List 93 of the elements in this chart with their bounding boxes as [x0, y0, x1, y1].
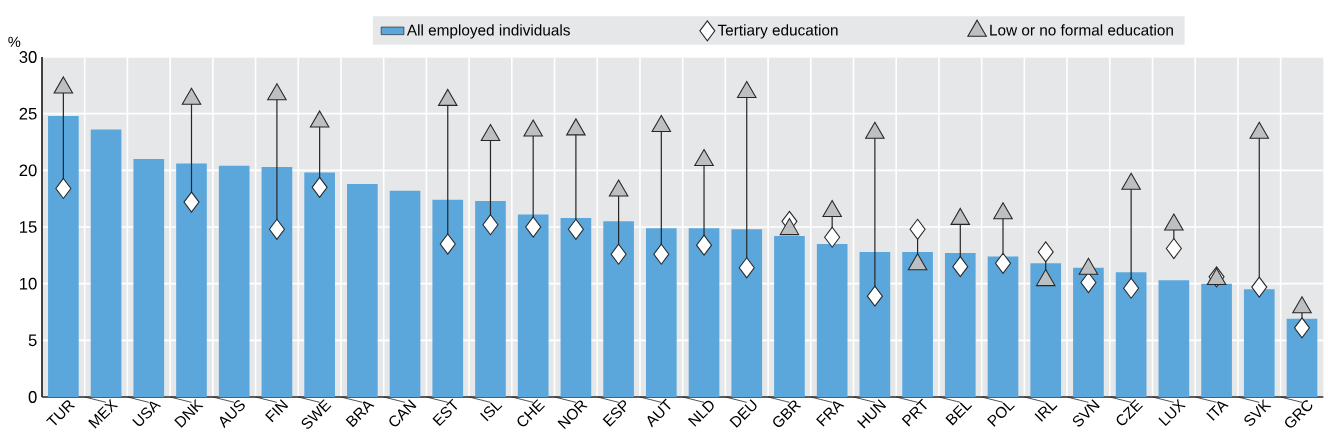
point	[566, 118, 586, 136]
point	[952, 256, 969, 278]
y-tick-label: 15	[20, 221, 37, 233]
bar	[774, 236, 805, 397]
point	[1165, 237, 1182, 260]
bar	[90, 129, 122, 397]
y-tick-label: 5	[28, 334, 37, 347]
point	[822, 199, 842, 218]
bar	[218, 165, 250, 397]
point	[824, 226, 841, 248]
bar	[1073, 267, 1104, 397]
bar	[1286, 318, 1318, 397]
y-tick-label: 20	[19, 164, 37, 177]
point	[1080, 272, 1097, 294]
x-tick-label: ISL	[480, 402, 503, 422]
x-tick-label: TUR	[46, 400, 76, 426]
bar	[133, 159, 165, 397]
bar	[731, 229, 763, 397]
point	[865, 121, 885, 139]
bar	[347, 183, 378, 397]
bar	[859, 251, 891, 397]
bar	[261, 166, 293, 397]
point	[183, 191, 200, 213]
point	[53, 76, 74, 94]
bar	[1115, 272, 1147, 397]
point	[55, 177, 72, 200]
y-axis-title: %	[8, 36, 21, 47]
point	[1164, 213, 1184, 231]
point	[1249, 121, 1270, 139]
bar	[944, 253, 976, 397]
x-tick-label: IRL	[1034, 402, 1058, 422]
point	[267, 83, 287, 101]
point	[1123, 277, 1140, 299]
point	[480, 124, 501, 142]
legend-label: All employed individuals	[406, 24, 570, 39]
point	[608, 179, 629, 197]
point	[1121, 172, 1141, 190]
bar	[987, 256, 1019, 397]
bar	[517, 214, 549, 397]
legend-label: Low or no formal education	[990, 24, 1173, 36]
legend-label: Tertiary education	[717, 24, 838, 39]
bar	[645, 228, 677, 397]
point	[1037, 241, 1054, 263]
point	[695, 234, 713, 256]
point	[268, 218, 285, 240]
bar	[688, 228, 720, 397]
y-tick-label: 25	[19, 107, 37, 120]
bar	[475, 200, 506, 397]
point	[482, 214, 499, 236]
point	[525, 216, 542, 238]
point	[523, 119, 543, 137]
point	[866, 285, 883, 307]
point	[311, 176, 328, 198]
x-tick-label: POL	[987, 402, 1015, 427]
bar	[389, 190, 421, 397]
x-tick-label: FIN	[265, 399, 289, 423]
point	[994, 252, 1012, 274]
bar	[432, 199, 464, 397]
bar	[603, 221, 634, 397]
bar	[816, 244, 848, 397]
point	[779, 218, 800, 236]
bar	[1243, 289, 1275, 397]
x-tick-label: ITA	[1206, 401, 1229, 421]
bar	[560, 217, 592, 397]
point	[694, 148, 714, 167]
bar	[1201, 283, 1232, 397]
point	[736, 80, 757, 99]
bar	[1158, 280, 1190, 397]
x-tick-label: BEL	[945, 402, 973, 426]
bar	[902, 251, 933, 397]
y-tick-label: 0	[28, 391, 37, 403]
point	[651, 114, 672, 133]
y-tick-label: 10	[20, 277, 37, 290]
x-tick-label: FRA	[816, 401, 845, 427]
point	[653, 243, 670, 265]
point	[309, 110, 330, 128]
y-tick-label: 30	[19, 51, 37, 63]
point	[909, 218, 926, 240]
bar	[304, 172, 335, 397]
point	[437, 88, 458, 106]
point	[1251, 276, 1268, 298]
point	[567, 218, 584, 240]
point	[738, 257, 755, 279]
point	[181, 87, 202, 105]
point	[1293, 317, 1311, 339]
bar	[48, 115, 79, 397]
x-tick-label: BRA	[345, 401, 375, 428]
point	[439, 233, 456, 255]
bar	[176, 163, 207, 397]
bar	[1030, 263, 1062, 397]
x-tick-label: USA	[132, 401, 162, 426]
point	[610, 243, 627, 265]
point	[993, 202, 1013, 220]
